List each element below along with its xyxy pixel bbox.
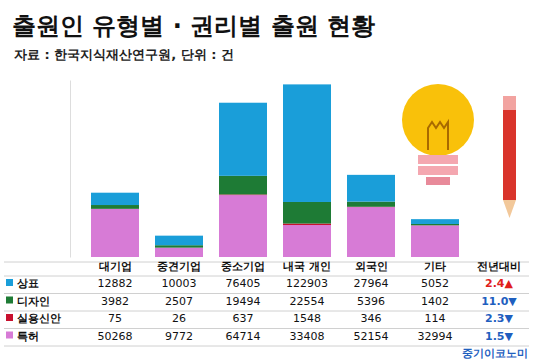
category-label: 내국 개인 (283, 260, 331, 273)
yoy-label: 1.5▼ (485, 330, 513, 343)
bar-segment (219, 103, 267, 176)
bar-segment (219, 195, 267, 257)
bar-segment (91, 205, 139, 209)
bar-segment (91, 209, 139, 257)
pencil-eraser (503, 96, 516, 110)
bar-segment (155, 236, 203, 246)
table-rule (4, 293, 529, 294)
pencil-tip (503, 200, 516, 218)
yoy-label: 2.4▲ (485, 277, 513, 290)
data-label: 122903 (286, 277, 328, 290)
bulb-filament (428, 122, 448, 150)
data-label: 2507 (165, 295, 193, 308)
decoration (402, 84, 516, 218)
data-label: 3982 (101, 295, 129, 308)
bar-segment (155, 248, 203, 257)
data-table: 대기업 중견기업 중소기업 내국 개인 외국인 기타 전년대비상표 12882 10003 764… (4, 260, 529, 346)
bar-segment (155, 245, 203, 247)
data-label: 27964 (354, 277, 389, 290)
bar-segment (411, 225, 459, 226)
legend-label: 상표 (17, 277, 39, 290)
data-label: 1548 (293, 312, 321, 325)
category-label: 중소기업 (221, 260, 265, 273)
bar-segment (283, 84, 331, 202)
bar-segment (283, 202, 331, 224)
bars (91, 84, 459, 257)
data-label: 32994 (418, 330, 453, 343)
bulb-tip (426, 177, 450, 185)
data-label: 5396 (357, 295, 385, 308)
data-label: 9772 (165, 330, 193, 343)
title: 출원인 유형별 · 권리별 출원 현황 (12, 12, 375, 40)
category-label: 대기업 (99, 260, 132, 273)
data-label: 76405 (226, 277, 261, 290)
data-label: 1402 (421, 295, 449, 308)
legend-swatch (6, 314, 13, 321)
bar-segment (411, 225, 459, 257)
data-label: 52154 (354, 330, 389, 343)
data-label: 10003 (162, 277, 197, 290)
table-rule (4, 346, 529, 347)
category-label: 중견기업 (157, 260, 201, 273)
data-label: 64714 (226, 330, 261, 343)
category-label: 기타 (424, 260, 446, 273)
yoy-label: 11.0▼ (481, 295, 517, 308)
data-label: 50268 (98, 330, 133, 343)
bulb-glass (402, 84, 474, 156)
bar-segment (347, 207, 395, 257)
data-label: 5052 (421, 277, 449, 290)
data-label: 26 (172, 312, 186, 325)
data-label: 346 (361, 312, 382, 325)
table-rule (4, 311, 529, 312)
bar-segment (347, 175, 395, 202)
source: 중기이코노미 (462, 347, 528, 360)
y-axis-line (70, 81, 71, 258)
data-label: 12882 (98, 277, 133, 290)
data-label: 22554 (290, 295, 325, 308)
legend-swatch (6, 297, 13, 304)
bulb-base (418, 155, 458, 164)
legend-swatch (6, 332, 13, 339)
yoy-label: 2.3▼ (485, 312, 513, 325)
subtitle: 자료 : 한국지식재산연구원, 단위 : 건 (14, 47, 234, 62)
bar-segment (411, 224, 459, 225)
bulb-base (418, 166, 458, 175)
legend-swatch (6, 279, 13, 286)
bar-segment (283, 224, 331, 225)
legend-label: 디자인 (17, 295, 50, 308)
pencil-body (503, 110, 516, 200)
table-rule (4, 276, 529, 277)
bar-segment (219, 176, 267, 195)
y-axis (70, 81, 71, 258)
data-label: 33408 (290, 330, 325, 343)
category-label: 외국인 (355, 260, 388, 273)
yoy-header: 전년대비 (477, 260, 521, 273)
bar-segment (283, 225, 331, 257)
data-label: 19494 (226, 295, 261, 308)
legend-label: 실용신안 (17, 312, 61, 325)
bar-segment (347, 202, 395, 207)
data-label: 75 (108, 312, 122, 325)
data-label: 637 (233, 312, 254, 325)
table-rule (4, 262, 529, 263)
chart: 출원인 유형별 · 권리별 출원 현황자료 : 한국지식재산연구원, 단위 : … (0, 0, 533, 361)
bar-segment (411, 219, 459, 224)
bar-segment (91, 193, 139, 205)
data-label: 114 (425, 312, 446, 325)
legend-label: 특허 (17, 330, 39, 343)
